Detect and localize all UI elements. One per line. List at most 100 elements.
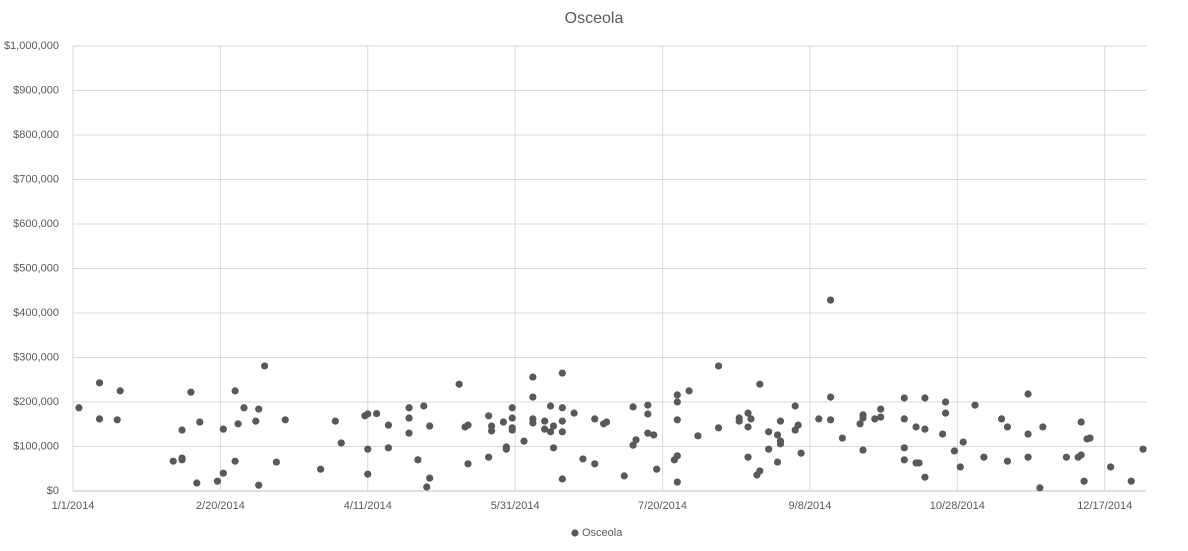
point: [900, 394, 908, 402]
point: [579, 455, 587, 463]
point: [529, 393, 537, 401]
point: [921, 394, 929, 402]
point: [169, 457, 177, 465]
point: [1077, 451, 1085, 459]
point: [1039, 423, 1047, 431]
point: [1127, 477, 1135, 485]
point: [773, 458, 782, 466]
point: [234, 420, 242, 428]
point: [455, 380, 463, 388]
point: [364, 445, 372, 453]
point: [373, 409, 381, 418]
x-tick-label: 9/8/2014: [789, 500, 832, 512]
point: [1024, 453, 1032, 461]
point: [317, 465, 325, 473]
point: [765, 428, 773, 436]
point: [75, 404, 83, 412]
y-tick-label: $200,000: [13, 396, 59, 408]
point: [549, 444, 558, 452]
point: [541, 425, 549, 433]
point: [838, 434, 846, 442]
point: [231, 387, 239, 395]
point: [591, 460, 599, 468]
point: [1077, 418, 1085, 426]
point: [558, 475, 566, 483]
point: [549, 422, 558, 430]
point: [570, 409, 578, 417]
point: [653, 465, 661, 473]
point: [219, 425, 227, 433]
point: [650, 431, 658, 439]
point: [1086, 434, 1094, 442]
point: [219, 469, 227, 477]
x-tick-label: 12/17/2014: [1077, 500, 1132, 512]
point: [95, 415, 104, 423]
point: [815, 415, 823, 423]
point: [546, 402, 555, 410]
point: [255, 481, 263, 489]
point: [426, 474, 434, 482]
y-tick-label: $400,000: [13, 307, 59, 319]
point: [405, 414, 413, 422]
point: [826, 393, 835, 401]
point: [632, 436, 640, 444]
point: [826, 416, 835, 424]
point: [602, 418, 611, 426]
point: [178, 456, 186, 464]
point: [714, 362, 723, 370]
y-tick-label: $800,000: [13, 129, 59, 141]
point: [1024, 390, 1032, 398]
x-tick-label: 5/31/2014: [491, 500, 540, 512]
point: [464, 460, 472, 468]
point: [644, 429, 652, 437]
x-tick-label: 10/28/2014: [930, 500, 985, 512]
point: [747, 415, 755, 423]
point: [871, 415, 879, 423]
point: [756, 380, 764, 388]
point: [941, 398, 950, 406]
point: [694, 432, 702, 440]
point: [673, 391, 681, 399]
point: [912, 423, 920, 431]
point: [508, 414, 516, 422]
point: [714, 424, 723, 432]
point: [673, 452, 681, 460]
point: [116, 387, 124, 395]
point: [956, 463, 964, 471]
point: [364, 410, 372, 418]
point: [941, 409, 950, 417]
point: [859, 414, 867, 422]
point: [558, 369, 566, 377]
point: [113, 416, 121, 424]
point: [673, 398, 681, 406]
y-tick-label: $700,000: [13, 173, 59, 185]
point: [735, 417, 743, 425]
point: [685, 387, 693, 395]
point: [426, 422, 434, 430]
point: [261, 362, 269, 370]
point: [520, 437, 528, 445]
point: [673, 416, 681, 424]
point: [921, 425, 929, 433]
point: [756, 467, 764, 475]
point: [629, 441, 637, 449]
point: [420, 402, 428, 410]
point: [997, 415, 1006, 423]
point: [900, 415, 908, 423]
point: [629, 403, 637, 411]
point: [1003, 423, 1012, 431]
point: [620, 472, 628, 480]
point: [744, 423, 752, 431]
x-tick-label: 4/11/2014: [344, 500, 392, 512]
point: [414, 456, 422, 464]
point: [959, 438, 967, 446]
point: [776, 440, 785, 448]
point: [487, 427, 496, 435]
point: [529, 419, 537, 427]
point: [900, 444, 908, 452]
point: [971, 401, 979, 409]
point: [1036, 484, 1044, 492]
point: [423, 483, 431, 491]
point: [331, 417, 339, 425]
